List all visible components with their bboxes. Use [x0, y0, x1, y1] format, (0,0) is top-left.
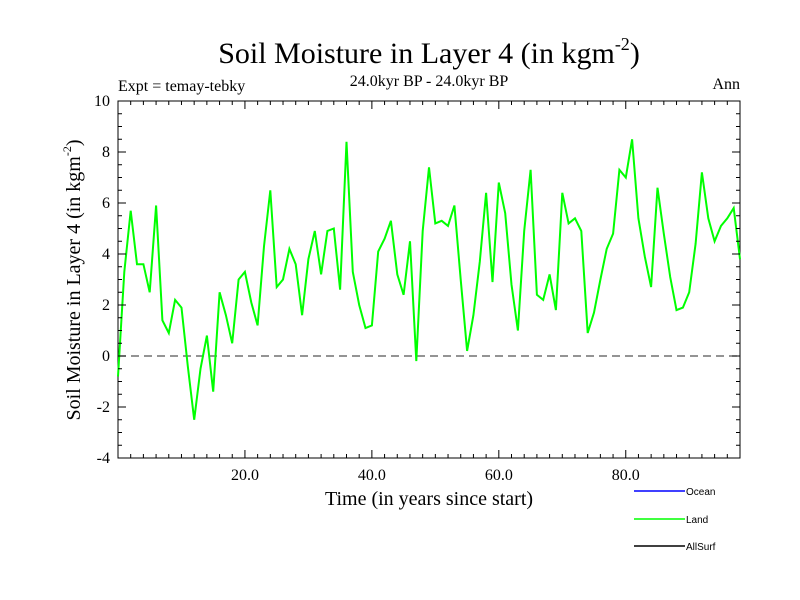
- plot-frame: [117, 100, 741, 459]
- x-axis-label: Time (in years since start): [325, 488, 533, 510]
- y-tick-label: 8: [102, 144, 110, 161]
- legend-label-ocean: Ocean: [686, 487, 715, 498]
- y-tick-label: 0: [102, 348, 110, 365]
- y-ticks-group: -4 -2 0 2 4 6 8 10: [94, 93, 740, 467]
- x-tick-label: 40.0: [358, 467, 386, 484]
- x-tick-label: 60.0: [485, 467, 513, 484]
- x-tick-label: 20.0: [231, 467, 259, 484]
- legend-label-allsurf: AllSurf: [686, 542, 716, 553]
- y-axis-label-suffix: ): [63, 139, 85, 146]
- y-axis-label-superscript: -2: [60, 146, 74, 156]
- chart-title-suffix: ): [630, 37, 640, 70]
- legend: Ocean Land AllSurf: [634, 487, 716, 553]
- y-tick-label: 4: [102, 246, 110, 263]
- chart-subtitle: 24.0kyr BP - 24.0kyr BP: [350, 73, 509, 90]
- series-line-land: [117, 139, 741, 420]
- experiment-label: Expt = temay-tebky: [118, 78, 245, 95]
- x-tick-label: 80.0: [612, 467, 640, 484]
- y-tick-label: 2: [102, 297, 110, 314]
- y-axis-label: Soil Moisture in Layer 4 (in kgm-2): [60, 139, 85, 420]
- chart-title-superscript: -2: [615, 34, 630, 54]
- x-ticks-group: 20.0 40.0 60.0 80.0: [130, 101, 728, 484]
- chart-title: Soil Moisture in Layer 4 (in kgm-2): [218, 34, 640, 70]
- y-tick-label: 10: [94, 93, 110, 110]
- chart-title-main: Soil Moisture in Layer 4 (in kgm: [218, 37, 615, 70]
- y-tick-label: 6: [102, 195, 110, 212]
- y-axis-label-main: Soil Moisture in Layer 4 (in kgm: [63, 156, 85, 421]
- season-label: Ann: [712, 76, 740, 93]
- y-tick-label: -2: [97, 399, 110, 416]
- y-tick-label: -4: [97, 450, 110, 467]
- legend-label-land: Land: [686, 515, 708, 526]
- series-group: [117, 139, 741, 420]
